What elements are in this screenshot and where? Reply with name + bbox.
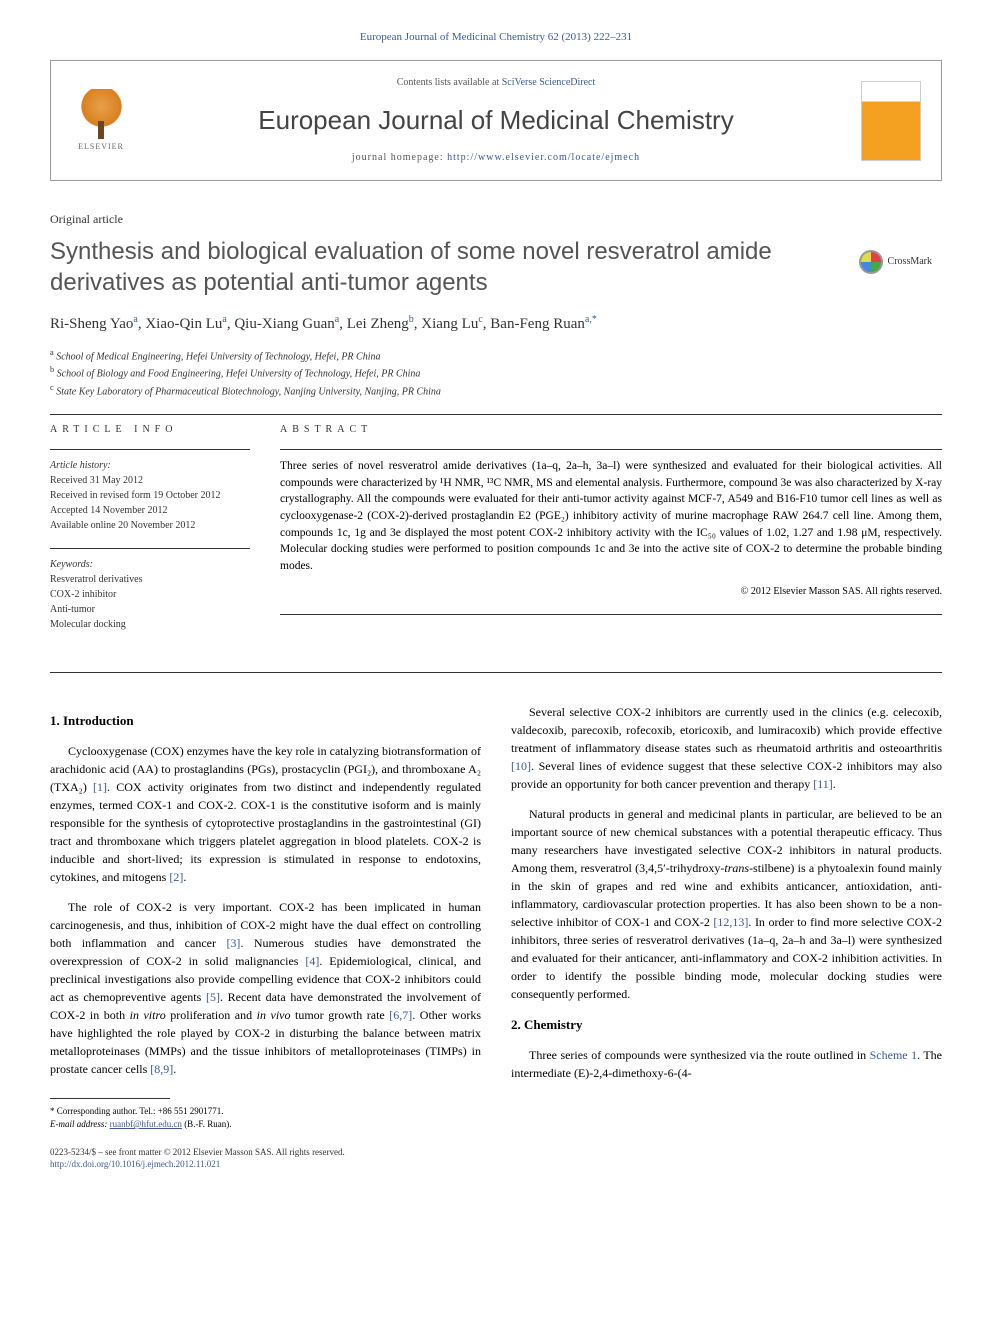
keyword: Resveratrol derivatives xyxy=(50,572,250,587)
email-suffix: (B.-F. Ruan). xyxy=(184,1119,231,1129)
journal-name: European Journal of Medicinal Chemistry xyxy=(156,102,836,138)
abstract-text: Three series of novel resveratrol amide … xyxy=(280,458,942,575)
body-left-column: 1. Introduction Cyclooxygenase (COX) enz… xyxy=(50,703,481,1171)
journal-reference: European Journal of Medicinal Chemistry … xyxy=(50,30,942,45)
body-paragraph: Three series of compounds were synthesiz… xyxy=(511,1046,942,1082)
crossmark-badge[interactable]: CrossMark xyxy=(859,250,932,274)
elsevier-logo: ELSEVIER xyxy=(71,86,131,156)
divider xyxy=(280,614,942,615)
footer-info: 0223-5234/$ – see front matter © 2012 El… xyxy=(50,1146,481,1171)
body-columns: 1. Introduction Cyclooxygenase (COX) enz… xyxy=(50,703,942,1171)
accepted-date: Accepted 14 November 2012 xyxy=(50,503,250,518)
homepage-link[interactable]: http://www.elsevier.com/locate/ejmech xyxy=(447,152,640,163)
article-history: Article history: Received 31 May 2012 Re… xyxy=(50,458,250,533)
contents-available-line: Contents lists available at SciVerse Sci… xyxy=(156,76,836,90)
authors-list: Ri-Sheng Yaoa, Xiao-Qin Lua, Qiu-Xiang G… xyxy=(50,313,942,335)
history-label: Article history: xyxy=(50,458,250,473)
corr-author-line: * Corresponding author. Tel.: +86 551 29… xyxy=(50,1105,481,1118)
revised-date: Received in revised form 19 October 2012 xyxy=(50,488,250,503)
abstract-column: ABSTRACT Three series of novel resveratr… xyxy=(280,423,942,647)
body-paragraph: The role of COX-2 is very important. COX… xyxy=(50,898,481,1078)
divider xyxy=(280,449,942,450)
body-paragraph: Natural products in general and medicina… xyxy=(511,805,942,1003)
sciencedirect-link[interactable]: SciVerse ScienceDirect xyxy=(502,77,596,88)
online-date: Available online 20 November 2012 xyxy=(50,518,250,533)
email-line: E-mail address: ruanbf@hfut.edu.cn (B.-F… xyxy=(50,1118,481,1131)
homepage-line: journal homepage: http://www.elsevier.co… xyxy=(156,151,836,165)
affiliation-b: b School of Biology and Food Engineering… xyxy=(50,364,942,381)
received-date: Received 31 May 2012 xyxy=(50,473,250,488)
corresponding-author-footnote: * Corresponding author. Tel.: +86 551 29… xyxy=(50,1105,481,1130)
keyword: Molecular docking xyxy=(50,617,250,632)
footnote-divider xyxy=(50,1098,170,1099)
info-abstract-row: ARTICLE INFO Article history: Received 3… xyxy=(50,423,942,647)
divider xyxy=(50,449,250,450)
affiliations: a School of Medical Engineering, Hefei U… xyxy=(50,347,942,399)
keyword: Anti-tumor xyxy=(50,602,250,617)
crossmark-icon xyxy=(859,250,883,274)
article-type: Original article xyxy=(50,211,942,228)
email-label: E-mail address: xyxy=(50,1119,107,1129)
contents-prefix: Contents lists available at xyxy=(397,77,502,88)
body-paragraph: Cyclooxygenase (COX) enzymes have the ke… xyxy=(50,742,481,886)
header-center: Contents lists available at SciVerse Sci… xyxy=(156,76,836,164)
keywords-label: Keywords: xyxy=(50,557,250,572)
body-right-column: Several selective COX-2 inhibitors are c… xyxy=(511,703,942,1171)
homepage-prefix: journal homepage: xyxy=(352,152,447,163)
affiliation-c: c State Key Laboratory of Pharmaceutical… xyxy=(50,382,942,399)
elsevier-label: ELSEVIER xyxy=(78,141,124,152)
journal-cover-thumbnail xyxy=(861,81,921,161)
crossmark-label: CrossMark xyxy=(888,255,932,269)
elsevier-tree-icon xyxy=(79,89,124,139)
article-info-column: ARTICLE INFO Article history: Received 3… xyxy=(50,423,250,647)
keywords-block: Keywords: Resveratrol derivatives COX-2 … xyxy=(50,557,250,632)
intro-heading: 1. Introduction xyxy=(50,711,481,731)
divider xyxy=(50,548,250,549)
article-info-header: ARTICLE INFO xyxy=(50,423,250,437)
body-paragraph: Several selective COX-2 inhibitors are c… xyxy=(511,703,942,793)
article-title: Synthesis and biological evaluation of s… xyxy=(50,236,830,298)
journal-header-box: ELSEVIER Contents lists available at Sci… xyxy=(50,60,942,180)
issn-line: 0223-5234/$ – see front matter © 2012 El… xyxy=(50,1146,481,1159)
divider xyxy=(50,672,942,673)
abstract-header: ABSTRACT xyxy=(280,423,942,437)
email-link[interactable]: ruanbf@hfut.edu.cn xyxy=(110,1119,182,1129)
affiliation-a: a School of Medical Engineering, Hefei U… xyxy=(50,347,942,364)
divider xyxy=(50,414,942,415)
chemistry-heading: 2. Chemistry xyxy=(511,1015,942,1035)
copyright-line: © 2012 Elsevier Masson SAS. All rights r… xyxy=(280,585,942,599)
doi-link[interactable]: http://dx.doi.org/10.1016/j.ejmech.2012.… xyxy=(50,1159,220,1169)
keyword: COX-2 inhibitor xyxy=(50,587,250,602)
